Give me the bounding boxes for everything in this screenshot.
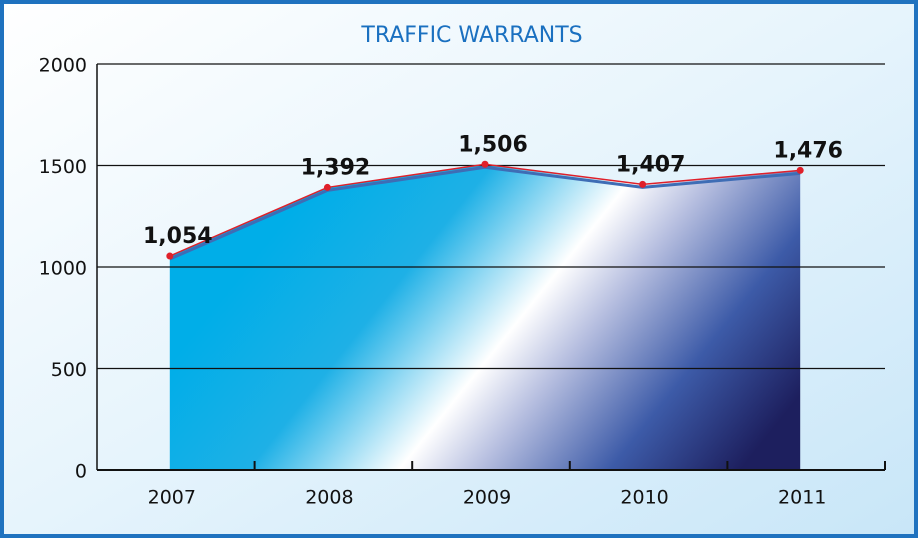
x-tick-label: 2008 <box>305 487 353 509</box>
point <box>323 183 331 191</box>
y-tick-label: 500 <box>51 359 87 381</box>
x-tick-label: 2009 <box>463 487 511 509</box>
point <box>796 166 804 174</box>
point <box>166 252 174 260</box>
y-tick-label: 0 <box>75 461 87 483</box>
value-label: 1,476 <box>773 138 843 163</box>
point <box>481 160 489 168</box>
y-tick-label: 2000 <box>39 55 87 77</box>
x-tick-label: 2011 <box>778 487 826 509</box>
value-label: 1,506 <box>458 132 528 157</box>
x-tick-label: 2010 <box>620 487 668 509</box>
chart-title: TRAFFIC WARRANTS <box>360 23 582 48</box>
value-label: 1,407 <box>616 152 686 177</box>
y-tick-label: 1500 <box>39 156 87 178</box>
area <box>169 164 801 471</box>
point <box>639 180 647 188</box>
value-label: 1,392 <box>301 155 371 180</box>
y-tick-label: 1000 <box>39 258 87 280</box>
value-label: 1,054 <box>143 224 213 249</box>
x-tick-label: 2007 <box>148 487 196 509</box>
